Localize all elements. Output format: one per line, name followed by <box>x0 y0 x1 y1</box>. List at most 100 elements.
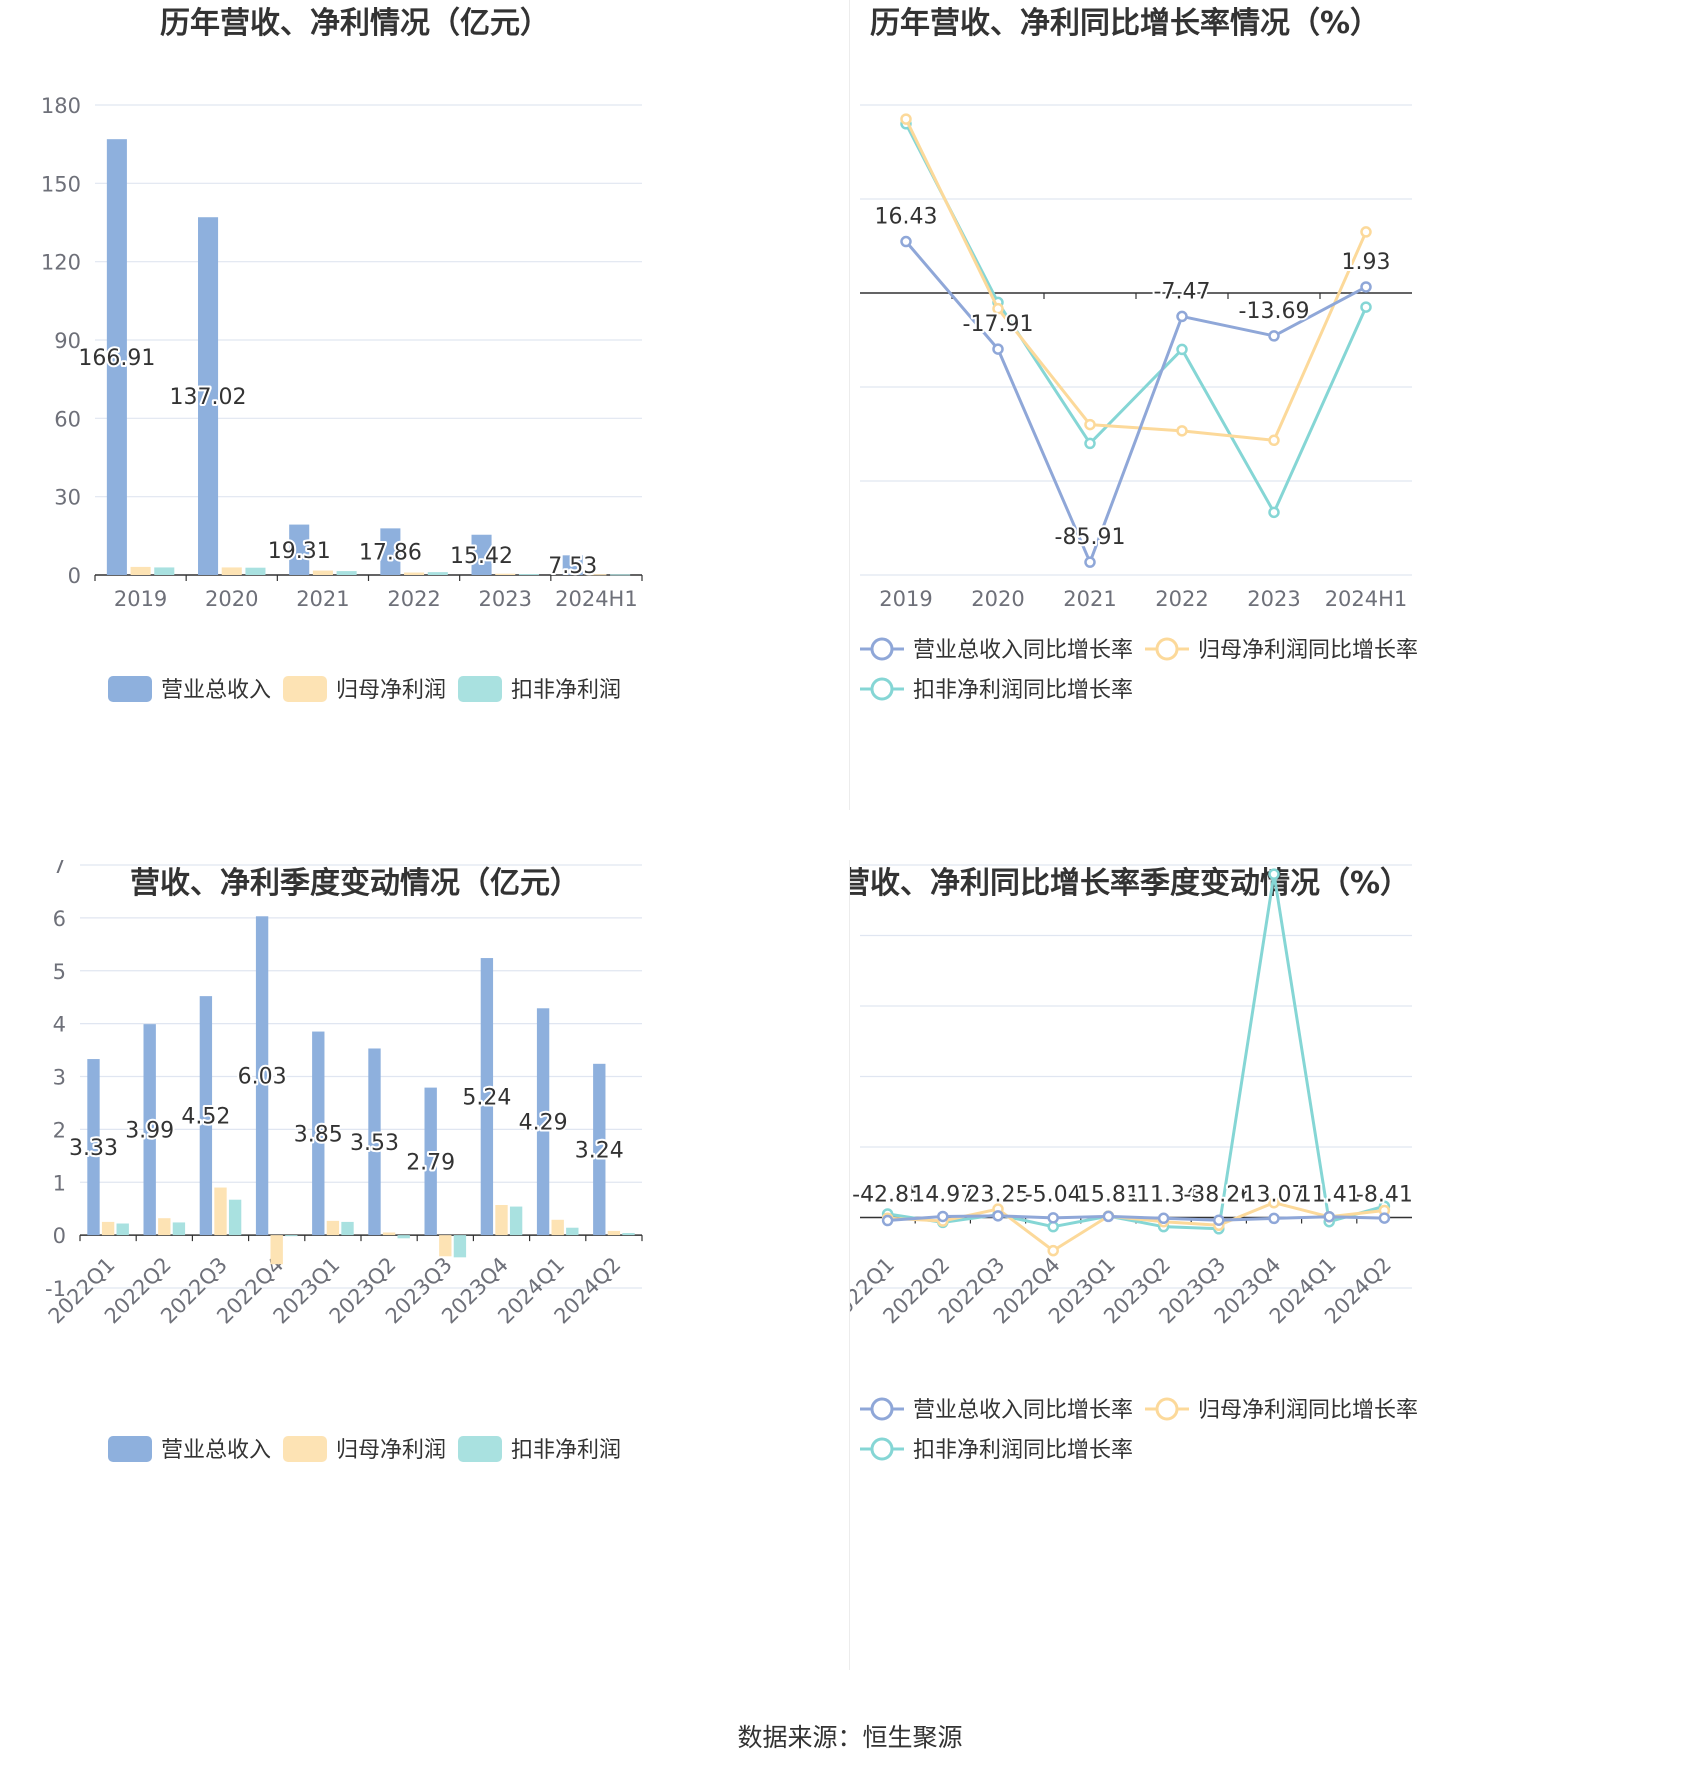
legend-swatch <box>108 676 152 702</box>
series-line-营业总收入同比增长率 <box>904 240 1367 564</box>
point-归母净利润同比增长率-2020 <box>992 302 1004 315</box>
bar-value-label: 3.99 <box>125 1119 174 1144</box>
point-value-label-halo: -11.34 <box>1128 1183 1199 1208</box>
bar-扣非净利润-2024Q2 <box>622 1233 635 1236</box>
legend-label: 扣非净利润 <box>511 1438 621 1463</box>
point-value-label-halo: 13.07 <box>1243 1183 1306 1208</box>
legend-swatch <box>458 1436 502 1462</box>
bar-value-label: 2.79 <box>406 1150 455 1175</box>
point-营业总收入同比增长率-2023Q3 <box>1213 1214 1225 1226</box>
legend: 营业总收入 归母净利润 扣非净利润 <box>108 676 621 703</box>
bar-扣非净利润-2022Q4 <box>285 1235 298 1237</box>
bar-value-label: 3.85 <box>294 1122 343 1147</box>
data-source: 数据来源：恒生聚源 <box>737 1723 963 1752</box>
divider-bottom <box>849 860 850 1670</box>
point-value-label: 11.41 <box>1298 1183 1361 1208</box>
bar-归母净利润-2023Q2 <box>382 1232 396 1236</box>
bar-归母净利润-2023Q3 <box>439 1235 452 1257</box>
point-value-label-halo: -85.91 <box>1055 525 1126 550</box>
bar-归母净利润-2024Q2 <box>607 1230 621 1236</box>
point-营业总收入同比增长率-2022 <box>1176 310 1188 323</box>
x-tick-label: 2022 <box>1155 587 1208 611</box>
chart-svg: 营收、净利同比增长率季度变动情况（%）-1,00001,0002,0003,00… <box>850 864 1418 1463</box>
bar-扣非净利润-2023Q3 <box>453 1235 467 1258</box>
annual-growth-rate-chart: 历年营收、净利同比增长率情况（%）-90-60-3003060201920202… <box>850 0 1700 860</box>
y-tick-label: 180 <box>41 94 81 118</box>
bar-value-label: 137.02 <box>170 385 247 410</box>
point-营业总收入同比增长率-2022Q3 <box>992 1210 1004 1222</box>
quarterly-revenue-profit-chart: 营收、净利季度变动情况（亿元） -1 0 1 2 3 4 5 6 7 2022Q1 2022Q2 202… <box>0 860 850 1720</box>
y-tick-label: 120 <box>41 251 81 275</box>
point-营业总收入同比增长率-2022Q2 <box>937 1210 949 1223</box>
y-tick-label: 4 <box>53 1013 66 1037</box>
divider-top <box>849 0 850 810</box>
point-value-label: 23.25 <box>967 1183 1030 1208</box>
x-tick-label: 2021 <box>296 587 349 611</box>
bar-营业总收入-2019 <box>106 139 127 575</box>
bar-营业总收入-2023 <box>471 534 492 575</box>
series-line-营业总收入同比增长率 <box>887 1214 1385 1223</box>
bar-value-label: 5.24 <box>462 1086 511 1111</box>
legend-label: 营业总收入同比增长率 <box>913 1398 1133 1423</box>
point-归母净利润同比增长率-2022 <box>1176 425 1188 437</box>
point-value-label-halo: -42.85 <box>852 1183 923 1208</box>
bar-value-label: 17.86 <box>359 541 422 566</box>
point-value-label-halo: 23.25 <box>967 1183 1030 1208</box>
point-归母净利润同比增长率-2023Q4 <box>1268 1196 1280 1209</box>
point-value-label: 14.97 <box>911 1183 974 1208</box>
point-value-label: -8.41 <box>1356 1183 1413 1208</box>
chart-svg: 历年营收、净利同比增长率情况（%）-90-60-3003060201920202… <box>860 6 1418 703</box>
point-value-label-halo: 15.81 <box>1077 1183 1140 1208</box>
bar-value-label: 4.29 <box>519 1111 568 1136</box>
bar-扣非净利润-2024H1 <box>610 574 631 576</box>
point-value-label: -38.26 <box>1183 1183 1254 1208</box>
bar-归母净利润-2023Q1 <box>326 1220 340 1236</box>
chart-svg: 营收、净利季度变动情况（亿元）-1012345672022Q12022Q2202… <box>44 860 643 1463</box>
point-归母净利润同比增长率-2019 <box>900 113 912 125</box>
point-value-label: 16.43 <box>875 205 938 230</box>
bar-value-label-halo: 3.85 <box>294 1122 343 1147</box>
series-line-归母净利润同比增长率 <box>904 118 1368 442</box>
bar-value-label-halo: 19.31 <box>268 539 331 564</box>
bar-归母净利润-2024Q1 <box>551 1219 564 1236</box>
legend-swatch <box>283 676 327 702</box>
x-tick-label: 2020 <box>205 587 258 611</box>
bar-归母净利润-2022Q2 <box>158 1218 171 1236</box>
bar-扣非净利润-2022 <box>427 572 448 575</box>
bar-营业总收入-2022Q3 <box>199 996 213 1236</box>
y-tick-label: 150 <box>41 172 81 196</box>
bar-value-label-halo: 4.52 <box>181 1105 230 1130</box>
point-value-label: -7.47 <box>1154 279 1211 304</box>
bar-归母净利润-2022 <box>404 572 425 575</box>
point-营业总收入同比增长率-2023 <box>1268 330 1280 342</box>
bar-营业总收入-2021 <box>289 524 310 575</box>
legend-marker <box>870 1397 894 1421</box>
legend-label: 扣非净利润同比增长率 <box>913 1438 1133 1463</box>
bar-营业总收入-2024Q2 <box>593 1063 606 1236</box>
quarterly-growth-rate-chart: 营收、净利同比增长率季度变动情况（%）-1,00001,0002,0003,00… <box>850 860 1700 1720</box>
point-扣非净利润同比增长率-2023Q4 <box>1268 868 1280 880</box>
point-value-label: 1.93 <box>1342 250 1391 275</box>
point-营业总收入同比增长率-2023Q2 <box>1157 1212 1170 1225</box>
bar-扣非净利润-2023Q4 <box>509 1206 523 1236</box>
series-line-归母净利润同比增长率 <box>887 1201 1385 1253</box>
bar-value-label-halo: 3.24 <box>575 1138 624 1163</box>
legend-label: 归母净利润同比增长率 <box>1198 638 1418 663</box>
bar-value-label: 19.31 <box>268 539 331 564</box>
point-营业总收入同比增长率-2021 <box>1084 556 1096 568</box>
bar-value-label-halo: 6.03 <box>238 1065 287 1090</box>
bar-归母净利润-2022Q1 <box>101 1221 115 1236</box>
legend-marker <box>870 1437 894 1461</box>
bar-营业总收入-2022 <box>380 528 401 575</box>
legend-label: 归母净利润同比增长率 <box>1198 1398 1418 1423</box>
point-营业总收入同比增长率-2023Q4 <box>1268 1212 1280 1225</box>
point-营业总收入同比增长率-2024H1 <box>1360 281 1372 293</box>
point-营业总收入同比增长率-2019 <box>900 235 912 248</box>
bar-营业总收入-2022Q2 <box>143 1024 156 1236</box>
bar-营业总收入-2022Q1 <box>87 1059 100 1236</box>
point-扣非净利润同比增长率-2021 <box>1084 437 1096 450</box>
bar-归母净利润-2021 <box>312 570 333 575</box>
point-value-label: -5.04 <box>1025 1183 1082 1208</box>
y-tick-label: 7 <box>53 860 66 878</box>
